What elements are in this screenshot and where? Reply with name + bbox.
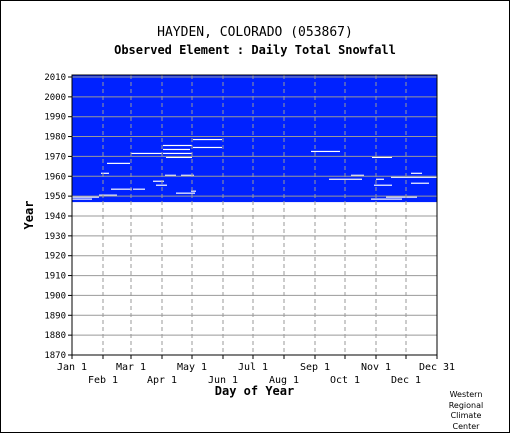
missing-segment <box>163 144 192 147</box>
x-tick-label: Jun 1 <box>208 375 238 386</box>
y-tick-label: 1950 <box>44 192 66 202</box>
y-tick-label: 1980 <box>44 133 66 143</box>
y-tick-label: 1910 <box>44 272 66 282</box>
missing-segment <box>411 182 429 184</box>
missing-segment <box>166 156 192 159</box>
grid-lines <box>72 75 437 355</box>
credit-block: Western Regional Climate Center <box>436 390 496 432</box>
missing-segment <box>133 188 145 190</box>
missing-segment <box>391 176 438 178</box>
y-tick-label: 1970 <box>44 152 66 162</box>
missing-segment <box>386 196 417 198</box>
missing-segment <box>191 190 196 192</box>
missing-segment <box>329 178 362 180</box>
missing-segment <box>372 156 392 159</box>
credit-line: Western <box>449 390 483 399</box>
x-tick-label: Oct 1 <box>330 375 360 386</box>
chart-subtitle: Observed Element : Daily Total Snowfall <box>114 43 396 57</box>
y-tick-label: 1960 <box>44 172 66 182</box>
missing-segment <box>193 146 222 149</box>
missing-segment <box>101 172 109 174</box>
missing-segment <box>72 196 99 198</box>
credit-line: Center <box>452 421 480 431</box>
credit-line: Regional <box>448 400 484 410</box>
x-axis-label: Day of Year <box>215 384 294 398</box>
tick-labels: 1870 1880 1890 1900 1910 1920 1930 1940 1950 1960… <box>44 73 455 386</box>
missing-segment <box>374 184 392 186</box>
credit-line: Climate <box>450 411 482 420</box>
y-tick-label: 1920 <box>44 252 66 262</box>
missing-segment <box>163 152 192 155</box>
missing-segment <box>376 178 384 180</box>
x-tick-label: Jul 1 <box>238 362 268 373</box>
missing-segment <box>99 194 117 196</box>
missing-segment <box>72 198 92 200</box>
missing-segment <box>107 162 130 164</box>
x-tick-label: May 1 <box>177 362 207 373</box>
x-tick-label: Feb 1 <box>88 375 118 386</box>
y-tick-label: 1930 <box>44 232 66 242</box>
chart-title: HAYDEN, COLORADO (053867) <box>157 25 353 40</box>
missing-segment <box>111 188 132 190</box>
missing-segments <box>72 138 438 200</box>
x-tick-label: Nov 1 <box>361 362 391 373</box>
missing-segment <box>371 198 402 200</box>
x-tick-label: Dec 1 <box>391 375 421 386</box>
y-axis-label: Year <box>22 201 36 230</box>
x-tick-label: Mar 1 <box>116 362 146 373</box>
y-tick-label: 1890 <box>44 311 66 321</box>
y-tick-label: 1990 <box>44 113 66 123</box>
x-tick-label: Apr 1 <box>147 375 177 386</box>
y-tick-label: 1940 <box>44 212 66 222</box>
coverage-band <box>72 75 437 203</box>
x-tick-label: Jan 1 <box>57 362 87 373</box>
missing-segment <box>131 152 162 155</box>
y-tick-label: 2000 <box>44 93 66 103</box>
x-tick-label: Sep 1 <box>300 362 330 373</box>
y-tick-label: 1880 <box>44 331 66 341</box>
missing-segment <box>311 150 340 153</box>
missing-segment <box>193 138 222 141</box>
y-tick-label: 2010 <box>44 73 66 83</box>
missing-segment <box>181 174 194 176</box>
missing-segment <box>163 148 190 151</box>
missing-segment <box>411 172 422 174</box>
data-coverage-band <box>72 75 437 203</box>
plot-border <box>71 74 438 356</box>
axis-labels: Day of Year Year <box>22 201 294 398</box>
missing-segment <box>153 180 164 182</box>
missing-segment <box>165 174 176 176</box>
missing-segment <box>176 192 195 194</box>
x-tick-label: Dec 31 <box>419 362 455 373</box>
y-tick-label: 1900 <box>44 291 66 301</box>
y-tick-label: 1870 <box>44 351 66 361</box>
missing-segment <box>351 174 364 176</box>
axes <box>68 74 438 359</box>
x-tick-label: Aug 1 <box>269 375 299 386</box>
missing-segment <box>156 184 167 186</box>
